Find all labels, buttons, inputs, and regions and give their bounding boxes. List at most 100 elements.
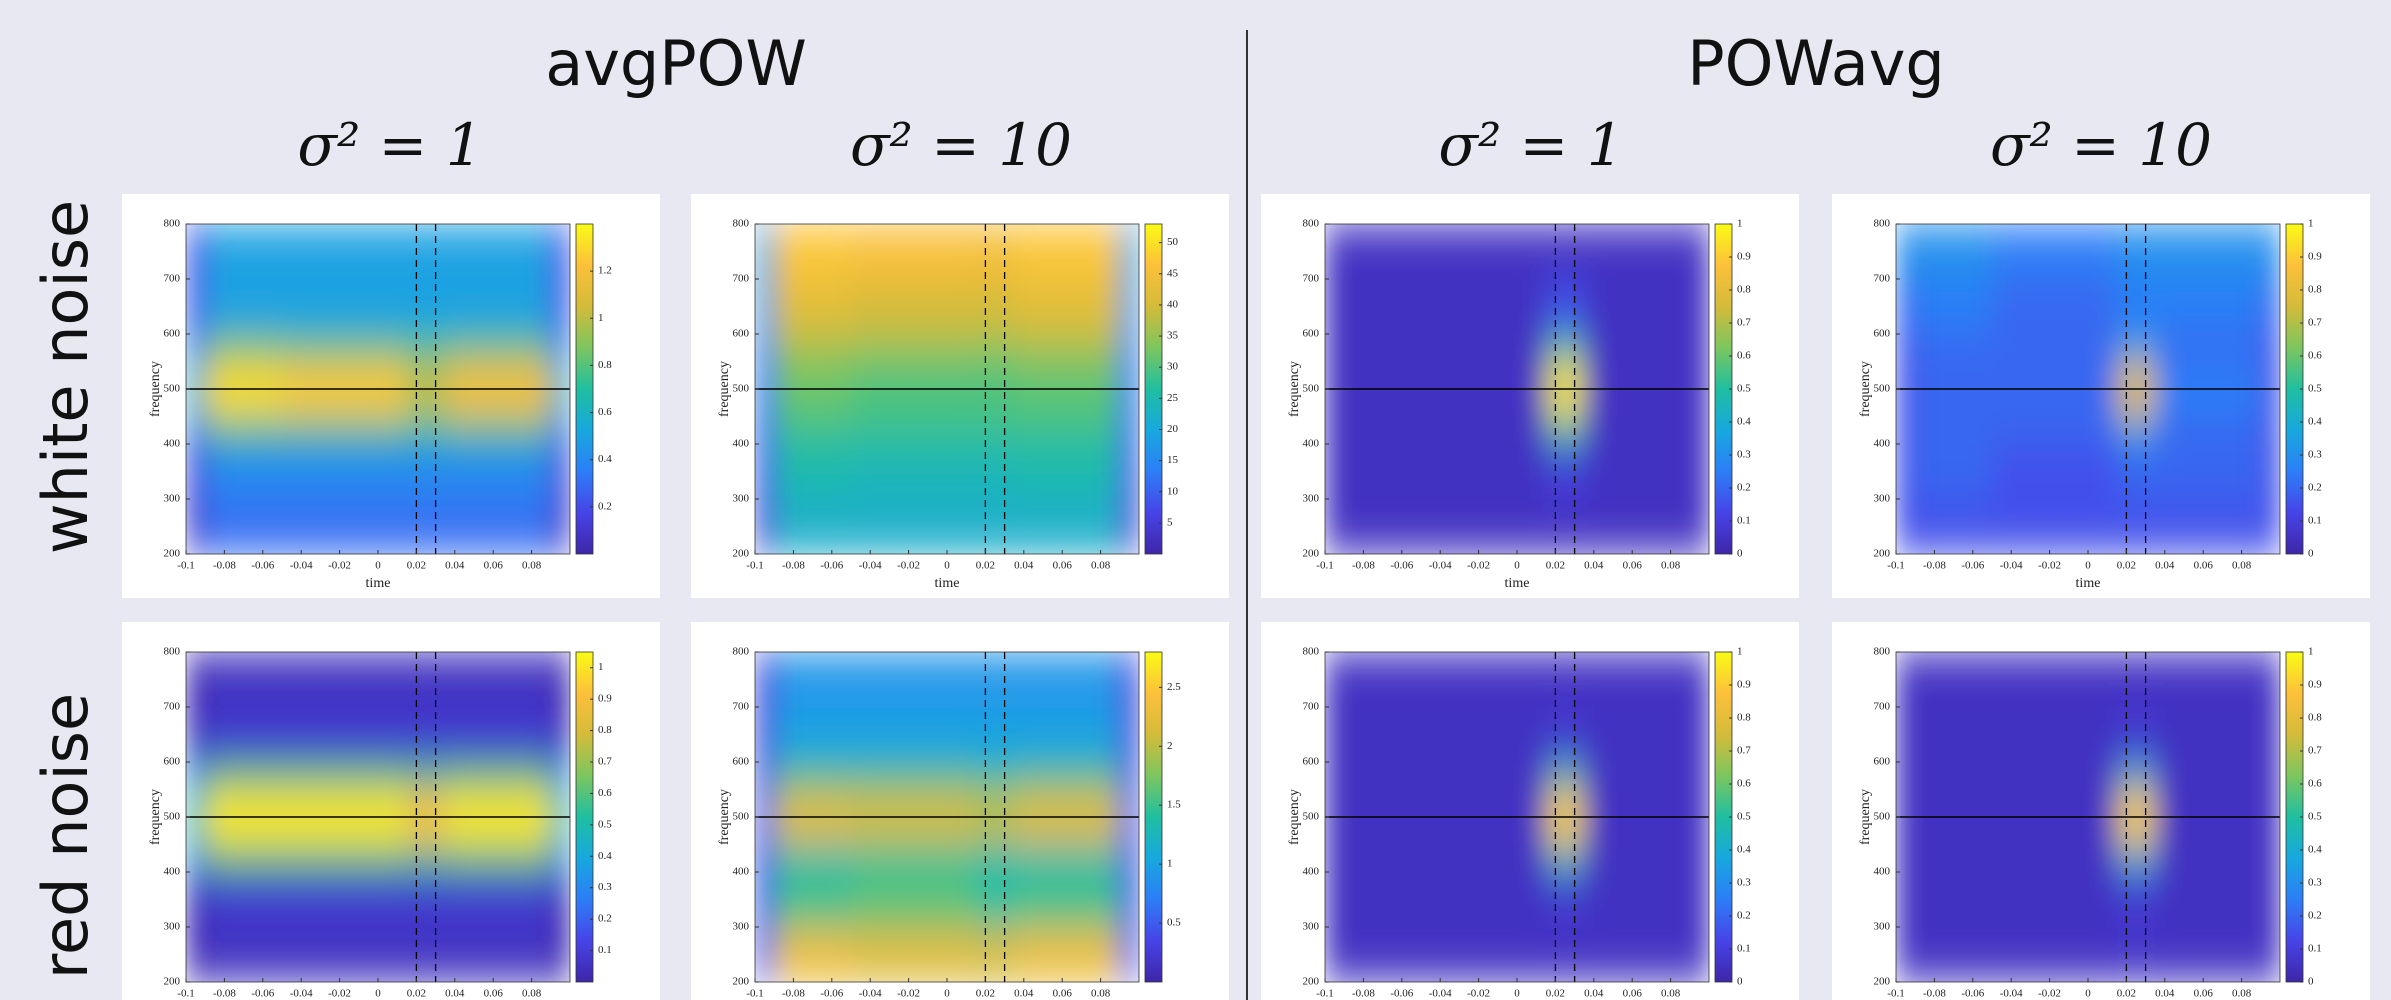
heatmap-cell bbox=[2116, 927, 2156, 982]
heatmap-cell bbox=[205, 762, 283, 790]
heatmap-cell bbox=[1896, 499, 1916, 554]
x-tick-label: 0.08 bbox=[522, 988, 542, 1000]
colorbar-tick-label: 0.1 bbox=[1737, 515, 1751, 527]
heatmap-cell bbox=[550, 416, 570, 445]
colorbar-tick-label: 0 bbox=[2308, 976, 2314, 988]
x-tick-label: -0.06 bbox=[820, 560, 843, 572]
heatmap-cell bbox=[1992, 762, 2118, 790]
panel: -0.1 -0.08 -0.06 -0.04 -0.02 0 0.02 0.04 0.06 0.0… bbox=[1261, 622, 1799, 1000]
heatmap-cell bbox=[445, 927, 552, 982]
y-tick-label: 300 bbox=[1874, 921, 1891, 933]
colorbar-tick-label: 0.7 bbox=[2308, 745, 2322, 757]
y-tick-label: 200 bbox=[164, 548, 181, 560]
colorbar-tick-label: 0.6 bbox=[2308, 778, 2322, 790]
y-tick-label: 400 bbox=[1303, 866, 1320, 878]
heatmap-cell bbox=[282, 279, 408, 335]
heatmap-cell bbox=[282, 927, 408, 982]
heatmap-cell bbox=[975, 416, 1015, 445]
colorbar-tick-label: 0.4 bbox=[2308, 416, 2322, 428]
heatmap-cell bbox=[975, 762, 1015, 790]
heatmap-cell bbox=[755, 499, 775, 554]
x-axis-label: time bbox=[935, 576, 960, 591]
colorbar bbox=[575, 223, 594, 555]
heatmap-cell bbox=[205, 279, 283, 335]
x-tick-label: -0.06 bbox=[1961, 560, 1984, 572]
heatmap-cell bbox=[774, 872, 852, 928]
x-tick-label: 0.06 bbox=[484, 988, 504, 1000]
heatmap-cells bbox=[1896, 224, 2280, 554]
heatmap-cell bbox=[282, 844, 408, 873]
colorbar-tick-label: 0.2 bbox=[1737, 482, 1751, 494]
heatmap-cell bbox=[1421, 279, 1547, 335]
x-tick-label: 0.04 bbox=[2155, 988, 2175, 1000]
heatmap-cell bbox=[1584, 416, 1691, 445]
x-tick-label: -0.02 bbox=[1467, 988, 1490, 1000]
heatmap-cell bbox=[1545, 844, 1585, 873]
heatmap-cell bbox=[1344, 334, 1422, 362]
heatmap-cell bbox=[282, 499, 408, 554]
heatmap-cell bbox=[1545, 334, 1585, 362]
y-axis-label: frequency bbox=[148, 361, 163, 417]
heatmap-cell bbox=[205, 444, 283, 500]
heatmap-cell bbox=[774, 707, 852, 763]
heatmap-cell bbox=[2116, 334, 2156, 362]
heatmap-cell bbox=[1325, 279, 1345, 335]
colorbar-tick-label: 30 bbox=[1167, 361, 1179, 373]
colorbar-tick-label: 1.2 bbox=[598, 265, 612, 277]
heatmap-cell bbox=[1545, 652, 1585, 708]
heatmap-cells bbox=[755, 652, 1139, 982]
x-tick-label: 0.08 bbox=[522, 560, 542, 572]
heatmap-cell bbox=[2116, 762, 2156, 790]
heatmap-cell bbox=[205, 927, 283, 982]
heatmap-cell bbox=[2260, 416, 2280, 445]
heatmap-cell bbox=[851, 652, 977, 708]
heatmap-cell bbox=[1689, 224, 1709, 280]
colorbar-tick-label: 35 bbox=[1167, 330, 1179, 342]
heatmap-cell bbox=[1992, 416, 2118, 445]
heatmap-cell bbox=[1014, 499, 1121, 554]
heatmap-cell bbox=[755, 334, 775, 362]
colorbar-tick-label: 0.8 bbox=[2308, 712, 2322, 724]
column-title: σ² = 10 bbox=[850, 111, 1072, 179]
heatmap-area bbox=[1896, 224, 2280, 554]
heatmap-cell bbox=[1545, 872, 1585, 928]
heatmap-cell bbox=[1584, 844, 1691, 873]
heatmap-cell bbox=[755, 927, 775, 982]
colorbar-tick-label: 0.2 bbox=[2308, 910, 2322, 922]
heatmap-cell bbox=[1584, 224, 1691, 280]
heatmap-cell bbox=[2260, 927, 2280, 982]
x-tick-label: 0.04 bbox=[2155, 560, 2175, 572]
x-tick-label: -0.04 bbox=[859, 560, 882, 572]
heatmap-cell bbox=[1992, 279, 2118, 335]
column-title: σ² = 1 bbox=[1438, 111, 1623, 179]
colorbar-tick-label: 0.1 bbox=[598, 944, 612, 956]
heatmap-cell bbox=[406, 762, 446, 790]
colorbar-tick-label: 0.3 bbox=[2308, 449, 2322, 461]
y-tick-label: 300 bbox=[733, 921, 750, 933]
colorbar-tick-label: 0.7 bbox=[2308, 317, 2322, 329]
heatmap-cell bbox=[1896, 872, 1916, 928]
colorbar-tick-label: 0.8 bbox=[598, 724, 612, 736]
heatmap-cell bbox=[1915, 224, 1993, 280]
x-tick-label: -0.02 bbox=[1467, 560, 1490, 572]
y-tick-label: 600 bbox=[733, 756, 750, 768]
heatmap-cell bbox=[851, 707, 977, 763]
heatmap-cell bbox=[774, 844, 852, 873]
colorbar-tick-label: 0.3 bbox=[598, 881, 612, 893]
heatmap-cell bbox=[1689, 279, 1709, 335]
y-tick-label: 400 bbox=[1303, 438, 1320, 450]
x-tick-label: 0.06 bbox=[1623, 988, 1643, 1000]
heatmap-cell bbox=[550, 334, 570, 362]
heatmap-cell bbox=[1344, 927, 1422, 982]
colorbar-tick-label: 0.2 bbox=[598, 500, 612, 512]
panel: -0.1 -0.08 -0.06 -0.04 -0.02 0 0.02 0.04 0.06 0.0… bbox=[1832, 622, 2370, 1000]
x-tick-label: -0.02 bbox=[2038, 560, 2061, 572]
heatmap-cell bbox=[205, 844, 283, 873]
y-tick-label: 800 bbox=[1874, 646, 1891, 658]
heatmap-cell bbox=[282, 652, 408, 708]
heatmap-cell bbox=[186, 499, 206, 554]
heatmap-cell bbox=[1325, 762, 1345, 790]
heatmap-cell bbox=[205, 416, 283, 445]
heatmap-cell bbox=[1896, 444, 1916, 500]
heatmap-cell bbox=[550, 279, 570, 335]
